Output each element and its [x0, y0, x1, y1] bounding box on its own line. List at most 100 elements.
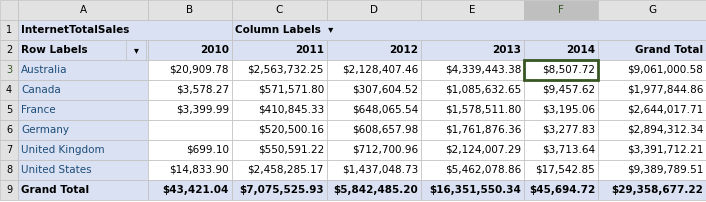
Bar — [18, 100, 148, 120]
Text: $2,458,285.17: $2,458,285.17 — [248, 165, 324, 175]
Bar — [421, 120, 524, 140]
Text: $9,061,000.58: $9,061,000.58 — [627, 65, 703, 75]
Text: 2: 2 — [6, 45, 12, 55]
Bar — [18, 40, 148, 60]
Bar — [232, 140, 327, 160]
Bar — [598, 40, 706, 60]
Text: $43,421.04: $43,421.04 — [162, 185, 229, 195]
Bar — [18, 80, 148, 100]
Bar — [0, 60, 18, 80]
Text: $2,563,732.25: $2,563,732.25 — [248, 65, 324, 75]
Bar — [598, 180, 706, 200]
Text: $1,977,844.86: $1,977,844.86 — [627, 85, 703, 95]
Text: A: A — [80, 5, 87, 15]
Text: $410,845.33: $410,845.33 — [258, 105, 324, 115]
Bar — [327, 40, 421, 60]
Text: $3,391,712.21: $3,391,712.21 — [627, 145, 703, 155]
Bar — [18, 60, 148, 80]
Text: $3,277.83: $3,277.83 — [542, 125, 595, 135]
Text: $571,571.80: $571,571.80 — [258, 85, 324, 95]
Text: 6: 6 — [6, 125, 12, 135]
Text: $2,128,407.46: $2,128,407.46 — [342, 65, 418, 75]
Bar — [232, 40, 327, 60]
Bar — [148, 60, 232, 80]
Bar — [0, 80, 18, 100]
Text: $3,399.99: $3,399.99 — [176, 105, 229, 115]
Bar — [421, 180, 524, 200]
Text: E: E — [469, 5, 476, 15]
Text: $2,124,007.29: $2,124,007.29 — [445, 145, 521, 155]
Bar — [18, 160, 148, 180]
Bar — [524, 160, 598, 180]
Text: $2,644,017.71: $2,644,017.71 — [627, 105, 703, 115]
Text: $4,339,443.38: $4,339,443.38 — [445, 65, 521, 75]
Bar — [598, 0, 706, 20]
Text: Column Labels  ▾: Column Labels ▾ — [235, 25, 333, 35]
Text: $8,507.72: $8,507.72 — [542, 65, 595, 75]
Bar — [598, 60, 706, 80]
Bar — [232, 60, 327, 80]
Text: $5,842,485.20: $5,842,485.20 — [333, 185, 418, 195]
Bar — [421, 60, 524, 80]
Bar — [421, 100, 524, 120]
Bar — [232, 0, 327, 20]
Text: 2012: 2012 — [389, 45, 418, 55]
Text: United Kingdom: United Kingdom — [21, 145, 104, 155]
Text: Australia: Australia — [21, 65, 68, 75]
Bar — [421, 160, 524, 180]
Bar — [598, 120, 706, 140]
Text: 3: 3 — [6, 65, 12, 75]
Text: $1,761,876.36: $1,761,876.36 — [445, 125, 521, 135]
Bar — [524, 100, 598, 120]
Text: $3,578.27: $3,578.27 — [176, 85, 229, 95]
Text: 2011: 2011 — [295, 45, 324, 55]
Text: 9: 9 — [6, 185, 12, 195]
Text: $9,457.62: $9,457.62 — [542, 85, 595, 95]
Bar — [232, 80, 327, 100]
Bar — [524, 80, 598, 100]
Bar — [421, 40, 524, 60]
Text: $1,437,048.73: $1,437,048.73 — [342, 165, 418, 175]
Bar — [327, 180, 421, 200]
Bar — [0, 120, 18, 140]
Text: $712,700.96: $712,700.96 — [352, 145, 418, 155]
Text: $608,657.98: $608,657.98 — [352, 125, 418, 135]
Bar — [0, 20, 18, 40]
Text: $2,894,312.34: $2,894,312.34 — [627, 125, 703, 135]
Bar — [524, 120, 598, 140]
Text: F: F — [558, 5, 564, 15]
Text: $14,833.90: $14,833.90 — [169, 165, 229, 175]
Bar — [421, 140, 524, 160]
Bar — [232, 120, 327, 140]
Text: Canada: Canada — [21, 85, 61, 95]
Bar — [126, 40, 146, 60]
Text: 2013: 2013 — [492, 45, 521, 55]
Text: $7,075,525.93: $7,075,525.93 — [239, 185, 324, 195]
Text: 5: 5 — [6, 105, 12, 115]
Text: Row Labels: Row Labels — [21, 45, 88, 55]
Bar — [327, 140, 421, 160]
Bar — [421, 0, 524, 20]
Bar — [18, 180, 148, 200]
Bar — [18, 20, 232, 40]
Bar — [598, 100, 706, 120]
Text: $520,500.16: $520,500.16 — [258, 125, 324, 135]
Text: ▾: ▾ — [133, 45, 138, 55]
Bar — [524, 0, 598, 20]
Bar — [524, 60, 598, 80]
Text: $699.10: $699.10 — [186, 145, 229, 155]
Text: C: C — [276, 5, 283, 15]
Bar — [232, 160, 327, 180]
Text: 2014: 2014 — [566, 45, 595, 55]
Text: $3,195.06: $3,195.06 — [542, 105, 595, 115]
Text: $5,462,078.86: $5,462,078.86 — [445, 165, 521, 175]
Bar — [148, 80, 232, 100]
Text: 8: 8 — [6, 165, 12, 175]
Bar — [148, 0, 232, 20]
Bar — [327, 60, 421, 80]
Text: $45,694.72: $45,694.72 — [529, 185, 595, 195]
Text: G: G — [648, 5, 656, 15]
Bar — [598, 80, 706, 100]
Bar — [18, 120, 148, 140]
Text: $1,085,632.65: $1,085,632.65 — [445, 85, 521, 95]
